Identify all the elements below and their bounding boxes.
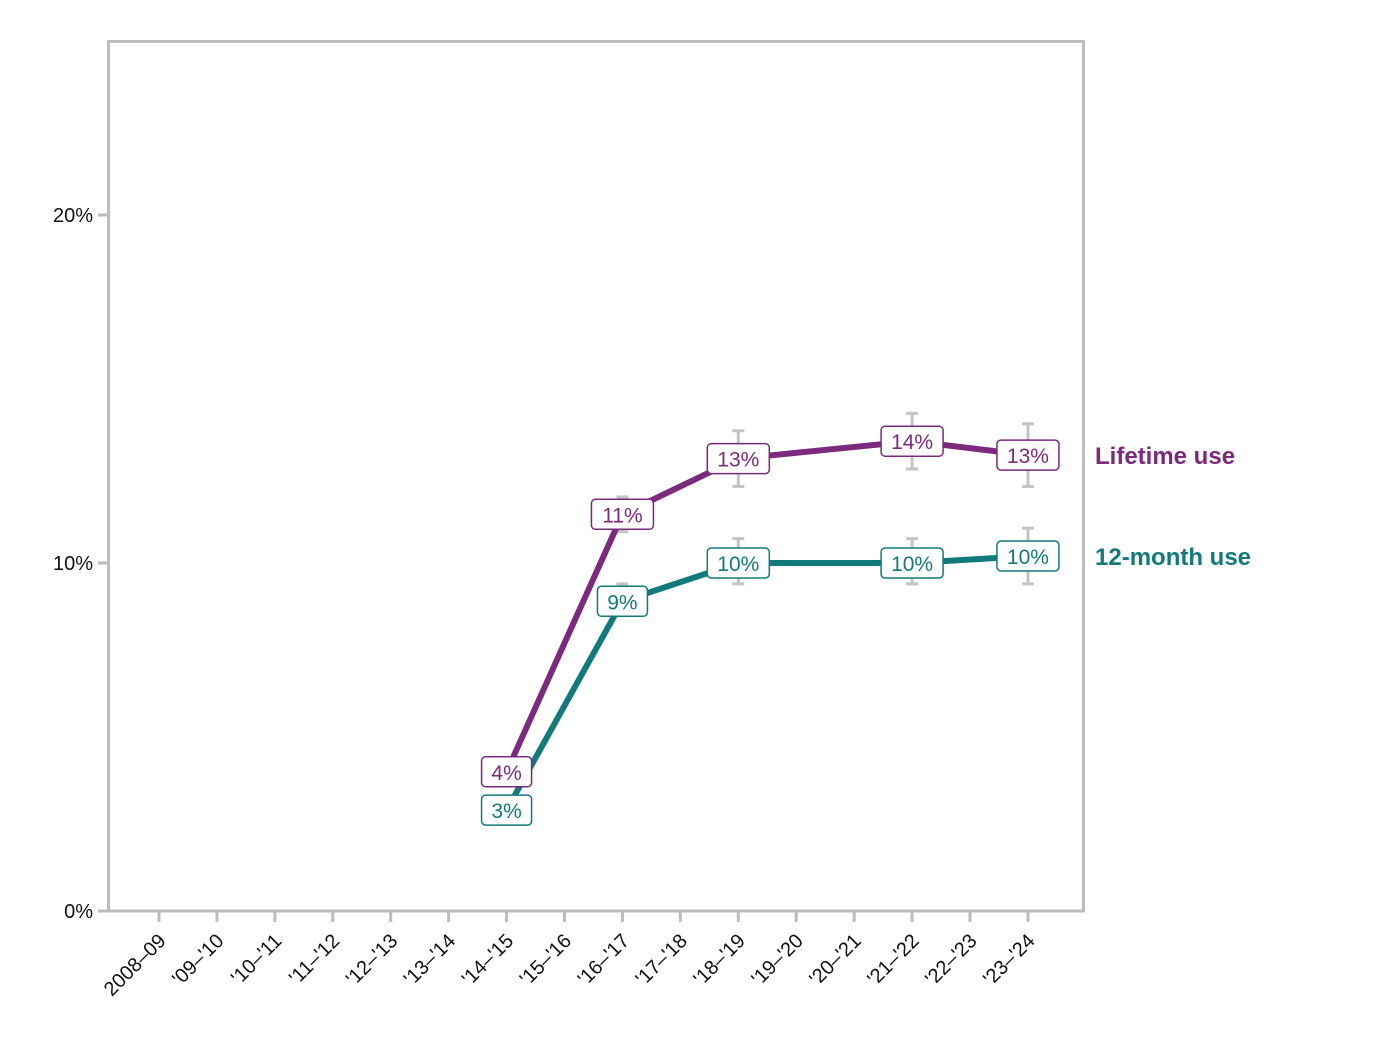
series-lines bbox=[503, 438, 1029, 812]
data-point-label: 10% bbox=[880, 547, 944, 579]
point-labels: 4% 11% 13% 14% 13% 3% 9% 10% 10% 10% bbox=[480, 425, 1060, 826]
data-point-label: 9% bbox=[596, 585, 649, 618]
data-point-label: 14% bbox=[880, 425, 944, 457]
error-bars bbox=[500, 411, 1034, 823]
x-tick-label: '16–'17 bbox=[574, 930, 634, 990]
series-label-lifetime: Lifetime use bbox=[1095, 443, 1235, 470]
x-tick-label: '17–'18 bbox=[632, 930, 692, 990]
data-point-label: 13% bbox=[996, 439, 1060, 471]
x-tick-label: '23–'24 bbox=[979, 930, 1039, 990]
data-point-label: 3% bbox=[480, 794, 533, 826]
plot-frame bbox=[107, 40, 1085, 913]
x-tick-label: '15–'16 bbox=[516, 930, 576, 990]
x-tick-label: '22–'23 bbox=[921, 930, 981, 990]
y-tick-label: 20% bbox=[53, 205, 93, 227]
x-tick-label: '19–'20 bbox=[747, 930, 807, 990]
x-tick-label: '18–'19 bbox=[690, 930, 750, 990]
svg-text:10%: 10% bbox=[1007, 546, 1049, 569]
y-tick-label: 10% bbox=[53, 553, 93, 575]
x-tick-label: '09–'10 bbox=[168, 930, 228, 990]
x-tick-label: '10–'11 bbox=[227, 930, 286, 989]
svg-text:14%: 14% bbox=[891, 431, 933, 454]
data-point-label: 11% bbox=[590, 498, 655, 531]
svg-text:13%: 13% bbox=[717, 449, 759, 472]
data-point-label: 13% bbox=[706, 442, 771, 475]
y-axis: 0% 10% 20% bbox=[53, 205, 108, 923]
svg-text:10%: 10% bbox=[891, 553, 933, 576]
x-tick-label: '14–'15 bbox=[458, 930, 518, 990]
x-tick-label: 2008–09 bbox=[100, 930, 171, 1001]
data-point-label: 10% bbox=[706, 547, 771, 579]
x-tick-label: '11–'12 bbox=[285, 930, 344, 989]
x-tick-label: '21–'22 bbox=[863, 930, 923, 990]
svg-text:4%: 4% bbox=[491, 762, 521, 785]
data-point-label: 10% bbox=[996, 540, 1060, 572]
svg-text:13%: 13% bbox=[1007, 445, 1049, 468]
svg-text:3%: 3% bbox=[491, 800, 521, 823]
svg-text:9%: 9% bbox=[607, 591, 637, 614]
y-tick-label: 0% bbox=[64, 901, 93, 923]
data-point-label: 4% bbox=[480, 756, 533, 788]
series-label-12-month: 12-month use bbox=[1095, 544, 1251, 571]
svg-text:10%: 10% bbox=[717, 553, 759, 576]
series-labels: Lifetime use 12-month use bbox=[1095, 443, 1251, 571]
x-axis: 2008–09'09–'10'10–'11'11–'12'12–'13'13–'… bbox=[100, 911, 1039, 1001]
x-tick-label: '13–'14 bbox=[400, 930, 460, 990]
series-line-lifetime bbox=[503, 438, 1029, 774]
x-tick-label: '12–'13 bbox=[342, 930, 402, 990]
svg-text:11%: 11% bbox=[602, 504, 642, 527]
x-tick-label: '20–'21 bbox=[805, 930, 865, 990]
